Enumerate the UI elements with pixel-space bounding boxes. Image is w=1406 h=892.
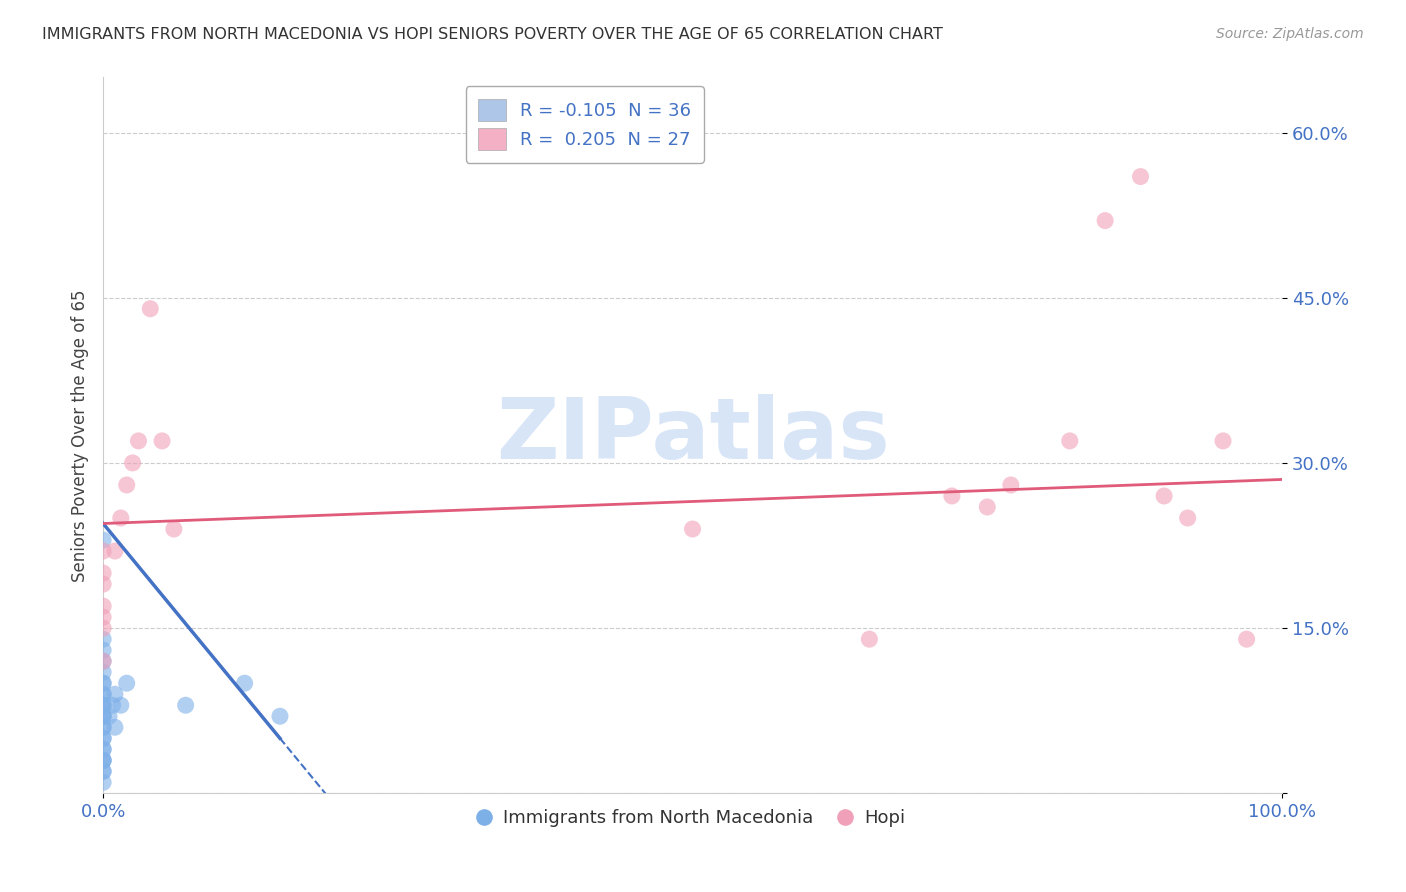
Text: Source: ZipAtlas.com: Source: ZipAtlas.com <box>1216 27 1364 41</box>
Point <box>91 742 114 756</box>
Point <box>941 489 963 503</box>
Point <box>91 753 114 767</box>
Point <box>128 434 150 448</box>
Point <box>233 676 256 690</box>
Point <box>139 301 162 316</box>
Point <box>91 687 114 701</box>
Point <box>91 720 114 734</box>
Y-axis label: Seniors Poverty Over the Age of 65: Seniors Poverty Over the Age of 65 <box>72 289 89 582</box>
Point <box>91 676 114 690</box>
Point <box>98 709 121 723</box>
Point <box>163 522 186 536</box>
Point <box>1129 169 1152 184</box>
Point <box>110 698 132 713</box>
Point <box>91 654 114 668</box>
Point <box>91 720 114 734</box>
Legend: Immigrants from North Macedonia, Hopi: Immigrants from North Macedonia, Hopi <box>472 802 912 834</box>
Point <box>110 511 132 525</box>
Point <box>976 500 998 514</box>
Point <box>91 687 114 701</box>
Point <box>174 698 197 713</box>
Point <box>115 676 138 690</box>
Point <box>91 764 114 779</box>
Point <box>91 753 114 767</box>
Point <box>91 709 114 723</box>
Point <box>91 753 114 767</box>
Point <box>91 709 114 723</box>
Point <box>91 731 114 746</box>
Point <box>91 676 114 690</box>
Point <box>91 599 114 613</box>
Point <box>682 522 704 536</box>
Point <box>91 665 114 680</box>
Point <box>858 632 880 647</box>
Point <box>91 698 114 713</box>
Point <box>91 533 114 547</box>
Point <box>91 643 114 657</box>
Point <box>91 698 114 713</box>
Point <box>91 577 114 591</box>
Point <box>104 544 127 558</box>
Text: ZIPatlas: ZIPatlas <box>496 394 890 477</box>
Point <box>1236 632 1258 647</box>
Point <box>91 709 114 723</box>
Point <box>91 566 114 580</box>
Point <box>101 698 124 713</box>
Point <box>91 764 114 779</box>
Point <box>121 456 143 470</box>
Point <box>104 687 127 701</box>
Point <box>91 775 114 789</box>
Point <box>1059 434 1081 448</box>
Point <box>91 544 114 558</box>
Point <box>115 478 138 492</box>
Point <box>1177 511 1199 525</box>
Point <box>150 434 173 448</box>
Point <box>104 720 127 734</box>
Point <box>269 709 291 723</box>
Point <box>91 654 114 668</box>
Point <box>91 621 114 635</box>
Text: IMMIGRANTS FROM NORTH MACEDONIA VS HOPI SENIORS POVERTY OVER THE AGE OF 65 CORRE: IMMIGRANTS FROM NORTH MACEDONIA VS HOPI … <box>42 27 943 42</box>
Point <box>91 731 114 746</box>
Point <box>1000 478 1022 492</box>
Point <box>91 698 114 713</box>
Point <box>91 610 114 624</box>
Point <box>1212 434 1234 448</box>
Point <box>91 632 114 647</box>
Point <box>1153 489 1175 503</box>
Point <box>1094 213 1116 227</box>
Point <box>91 742 114 756</box>
